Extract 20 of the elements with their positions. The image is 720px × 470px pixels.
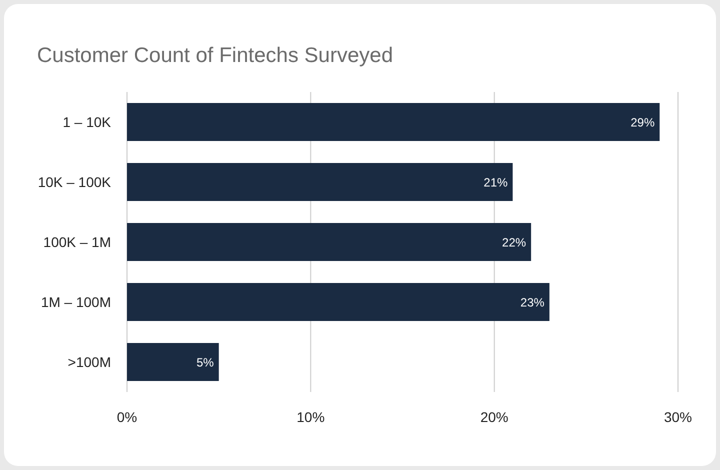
y-tick-label: 1 – 10K (62, 114, 112, 130)
y-tick-label: 1M – 100M (40, 294, 111, 310)
bar (127, 343, 219, 381)
bar (127, 223, 532, 261)
data-label: 5% (196, 355, 214, 370)
chart-title: Customer Count of Fintechs Surveyed (37, 44, 393, 68)
bar (127, 103, 660, 141)
x-tick-label: 10% (296, 408, 325, 425)
bar (127, 163, 513, 201)
x-tick-label: 0% (116, 408, 138, 425)
data-label: 23% (520, 295, 545, 310)
bar (127, 283, 550, 321)
y-tick-label: >100M (68, 354, 111, 370)
y-tick-label: 100K – 1M (43, 234, 111, 250)
data-label: 21% (484, 175, 508, 190)
x-tick-label: 20% (480, 408, 508, 425)
x-tick-label: 30% (664, 408, 692, 425)
y-tick-label: 10K – 100K (38, 174, 112, 190)
data-label: 29% (630, 115, 655, 130)
data-label: 22% (502, 235, 526, 250)
